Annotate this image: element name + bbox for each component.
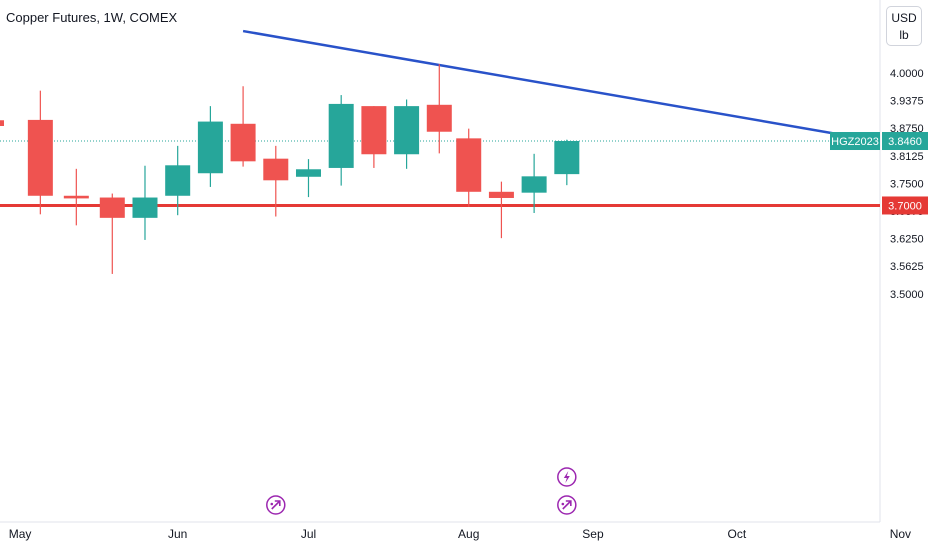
candle: [456, 128, 482, 207]
candle: [554, 139, 580, 186]
candle: [295, 159, 321, 198]
candle-body: [488, 191, 514, 198]
candle-body: [27, 119, 53, 196]
y-tick-label: 3.5000: [890, 289, 924, 301]
currency-label: USD: [891, 11, 917, 25]
candle-body: [361, 106, 387, 155]
x-tick-label: Jul: [301, 527, 316, 541]
candle-body: [295, 169, 321, 177]
candle: [361, 106, 387, 168]
y-tick-label: 3.9375: [890, 96, 924, 108]
x-tick-label: Jun: [168, 527, 187, 541]
candle-body: [99, 197, 125, 218]
y-tick-label: 3.8125: [890, 151, 924, 163]
candle-body: [263, 158, 289, 181]
candle-body: [63, 195, 89, 199]
candle-body: [132, 197, 158, 218]
candle: [328, 95, 354, 186]
x-tick-label: Nov: [890, 527, 911, 541]
currency-unit-button[interactable]: USD lb: [886, 6, 922, 46]
symbol-label: HGZ2023: [831, 136, 879, 148]
y-tick-label: 3.6250: [890, 234, 924, 246]
x-tick-label: Aug: [458, 527, 479, 541]
candle-body: [394, 106, 420, 155]
x-tick-label: Sep: [582, 527, 604, 541]
candle-body: [230, 123, 256, 162]
candle: [63, 168, 89, 226]
candle-body: [328, 103, 354, 168]
candle: [488, 181, 514, 239]
candle: [426, 64, 452, 154]
candle: [521, 153, 547, 213]
x-tick-label: Oct: [728, 527, 747, 541]
candle-body: [165, 165, 191, 196]
lightning-icon: [557, 467, 577, 487]
candle: [165, 145, 191, 216]
support-price-label: 3.7000: [882, 196, 928, 215]
support-price-value: 3.7000: [888, 200, 922, 212]
last-price-value: 3.8460: [888, 136, 922, 148]
candle: [27, 90, 53, 215]
candle-body: [521, 176, 547, 193]
candle-body: [426, 104, 452, 132]
y-tick-label: 3.7500: [890, 178, 924, 190]
candle: [230, 86, 256, 167]
y-tick-label: 3.5625: [890, 261, 924, 273]
chart-title: Copper Futures, 1W, COMEX: [6, 10, 178, 25]
y-tick-label: 4.0000: [890, 68, 924, 80]
unit-label: lb: [899, 28, 909, 42]
candle-body: [554, 141, 580, 175]
candle-body: [456, 138, 482, 192]
candle: [197, 106, 223, 187]
trendline: [242, 29, 878, 143]
dividend-icon: [557, 495, 577, 515]
candle: [99, 193, 125, 274]
candle-body: [0, 120, 4, 126]
x-tick-label: May: [9, 527, 32, 541]
symbol-price-label: HGZ2023 3.8460: [830, 132, 928, 151]
dividend-icon: [266, 495, 286, 515]
candle: [394, 99, 420, 169]
candle: [263, 145, 289, 217]
candle-body: [197, 121, 223, 174]
candle: [132, 165, 158, 240]
